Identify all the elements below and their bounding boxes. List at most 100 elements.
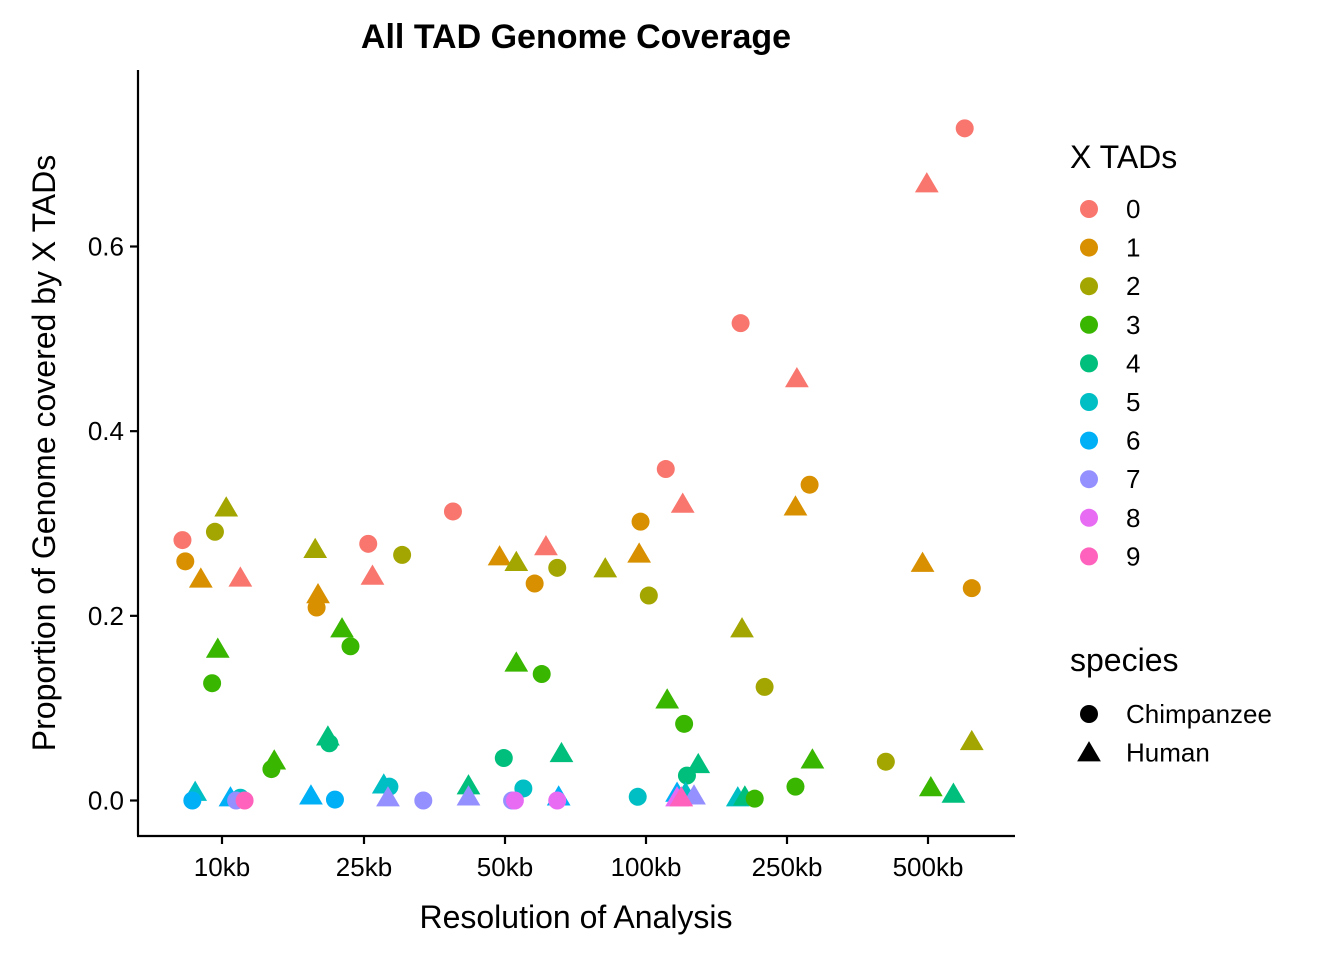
data-point-chimpanzee bbox=[205, 522, 224, 541]
legend-color-label: 3 bbox=[1126, 310, 1140, 340]
data-point-human bbox=[669, 786, 694, 807]
data-point-chimpanzee bbox=[525, 574, 544, 593]
legend-color-label: 4 bbox=[1126, 348, 1140, 378]
data-point-chimpanzee bbox=[628, 787, 647, 806]
legend-color-label: 8 bbox=[1126, 503, 1140, 533]
data-point-human bbox=[800, 748, 825, 769]
data-point-chimpanzee bbox=[955, 119, 974, 138]
data-point-chimpanzee bbox=[755, 677, 774, 696]
data-point-chimpanzee bbox=[443, 502, 462, 521]
data-point-chimpanzee bbox=[548, 558, 567, 577]
y-tick-label: 0.2 bbox=[88, 601, 124, 631]
data-point-chimpanzee bbox=[235, 791, 254, 810]
data-point-human bbox=[655, 688, 680, 709]
data-point-chimpanzee bbox=[800, 475, 819, 494]
data-point-chimpanzee bbox=[548, 791, 567, 810]
data-point-human bbox=[730, 617, 754, 638]
legend-shape-label: Human bbox=[1126, 738, 1210, 768]
data-point-human bbox=[593, 557, 618, 578]
y-axis-ticks: 0.0 0.2 0.4 0.6 bbox=[88, 232, 138, 816]
data-point-human bbox=[306, 583, 330, 604]
legend-color-swatch bbox=[1080, 393, 1098, 411]
data-point-chimpanzee bbox=[639, 586, 658, 605]
data-point-human bbox=[785, 366, 809, 388]
legend-color-swatch bbox=[1080, 200, 1098, 218]
legend-color-swatch bbox=[1080, 354, 1098, 373]
x-axis-ticks: 10kb 25kb 50kb 100kb 250kb 500kb bbox=[194, 836, 964, 882]
x-tick-label: 100kb bbox=[611, 852, 682, 882]
legend-color-swatch bbox=[1080, 238, 1098, 257]
data-point-chimpanzee bbox=[656, 460, 675, 479]
data-point-chimpanzee bbox=[745, 789, 764, 808]
data-point-human bbox=[188, 567, 213, 588]
y-tick-label: 0.0 bbox=[88, 786, 124, 816]
data-point-chimpanzee bbox=[631, 512, 650, 531]
legend-color-label: 5 bbox=[1126, 387, 1140, 417]
data-point-human bbox=[456, 785, 481, 806]
data-point-human bbox=[360, 564, 385, 585]
data-point-human bbox=[504, 651, 529, 672]
x-tick-label: 10kb bbox=[194, 852, 250, 882]
data-point-chimpanzee bbox=[320, 734, 339, 753]
data-point-human bbox=[549, 741, 574, 763]
legend-shape-triangle bbox=[1077, 741, 1101, 762]
legend-shape-label: Chimpanzee bbox=[1126, 699, 1272, 729]
data-points bbox=[173, 119, 984, 810]
data-point-chimpanzee bbox=[359, 534, 378, 553]
data-point-human bbox=[303, 537, 328, 559]
color-legend-title: X TADs bbox=[1070, 139, 1177, 175]
legend-color-swatch bbox=[1080, 508, 1098, 527]
data-point-human bbox=[504, 550, 529, 571]
data-point-human bbox=[299, 784, 323, 805]
data-point-chimpanzee bbox=[393, 545, 412, 564]
data-point-chimpanzee bbox=[675, 714, 694, 733]
legend-color-swatch bbox=[1080, 277, 1098, 296]
chart-title: All TAD Genome Coverage bbox=[361, 18, 791, 56]
y-axis-title: Proportion of Genome covered by X TADs bbox=[26, 155, 62, 751]
data-point-chimpanzee bbox=[341, 637, 360, 656]
legend-color-swatch bbox=[1080, 315, 1098, 334]
data-point-chimpanzee bbox=[786, 777, 805, 796]
legend-color-label: 7 bbox=[1126, 464, 1140, 494]
data-point-chimpanzee bbox=[414, 791, 433, 810]
data-point-human bbox=[918, 775, 943, 797]
data-point-human bbox=[627, 542, 652, 563]
data-point-human bbox=[376, 786, 400, 807]
legend-color-label: 2 bbox=[1126, 271, 1140, 301]
data-point-chimpanzee bbox=[262, 760, 281, 779]
data-point-human bbox=[205, 637, 230, 658]
legend-color-label: 9 bbox=[1126, 541, 1140, 571]
legend-color-swatch bbox=[1080, 470, 1098, 489]
x-tick-label: 50kb bbox=[477, 852, 533, 882]
data-point-human bbox=[686, 752, 711, 774]
data-point-chimpanzee bbox=[505, 791, 524, 810]
data-point-chimpanzee bbox=[173, 531, 192, 550]
legend-color-label: 0 bbox=[1126, 194, 1140, 224]
x-axis-title: Resolution of Analysis bbox=[419, 899, 732, 935]
data-point-chimpanzee bbox=[962, 579, 981, 598]
legend-color-swatch bbox=[1080, 431, 1098, 450]
x-tick-label: 500kb bbox=[893, 852, 964, 882]
y-tick-label: 0.4 bbox=[88, 416, 124, 446]
y-tick-label: 0.6 bbox=[88, 232, 124, 262]
data-point-chimpanzee bbox=[876, 752, 895, 771]
data-point-human bbox=[670, 492, 695, 513]
data-point-human bbox=[941, 782, 966, 803]
data-point-human bbox=[783, 495, 808, 516]
data-point-human bbox=[487, 545, 512, 566]
data-point-chimpanzee bbox=[325, 790, 344, 809]
data-point-chimpanzee bbox=[203, 674, 222, 693]
data-point-chimpanzee bbox=[532, 665, 551, 684]
data-point-chimpanzee bbox=[677, 766, 696, 785]
data-point-human bbox=[910, 551, 935, 572]
color-legend: X TADs 0 1 2 3 4 5 6 7 8 9 bbox=[1070, 139, 1177, 571]
shape-legend: species Chimpanzee Human bbox=[1070, 642, 1272, 768]
data-point-human bbox=[534, 535, 558, 556]
data-point-chimpanzee bbox=[307, 598, 326, 617]
x-tick-label: 250kb bbox=[752, 852, 823, 882]
data-point-human bbox=[330, 617, 354, 638]
legend-shape-circle bbox=[1080, 705, 1098, 723]
data-point-human bbox=[959, 729, 984, 751]
